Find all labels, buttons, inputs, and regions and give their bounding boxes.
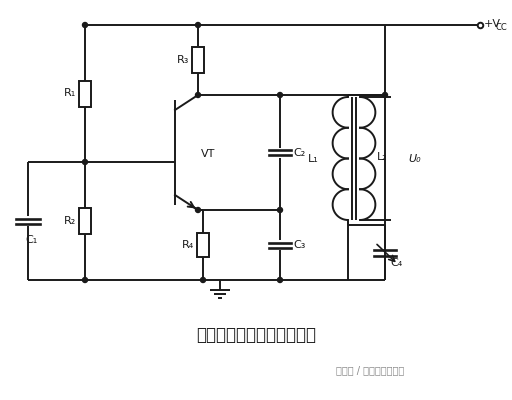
Circle shape bbox=[201, 278, 205, 282]
Text: 头条号 / 老马叫途单片机: 头条号 / 老马叫途单片机 bbox=[336, 365, 404, 375]
Bar bbox=[197, 233, 209, 257]
Circle shape bbox=[82, 160, 88, 164]
Circle shape bbox=[278, 208, 283, 212]
Text: 改进型电容三点式振荡电路: 改进型电容三点式振荡电路 bbox=[196, 326, 316, 344]
Circle shape bbox=[278, 92, 283, 98]
Text: C₂: C₂ bbox=[293, 148, 305, 158]
Text: R₄: R₄ bbox=[182, 240, 194, 250]
Circle shape bbox=[82, 278, 88, 282]
Text: R₂: R₂ bbox=[64, 216, 76, 226]
Text: +V: +V bbox=[484, 19, 501, 29]
Text: L₁: L₁ bbox=[308, 154, 318, 164]
Text: VT: VT bbox=[201, 149, 216, 159]
Bar bbox=[79, 80, 91, 106]
Circle shape bbox=[196, 92, 201, 98]
Text: C₄: C₄ bbox=[390, 258, 402, 268]
Circle shape bbox=[278, 278, 283, 282]
Text: C₃: C₃ bbox=[293, 240, 305, 250]
Text: CC: CC bbox=[496, 24, 508, 32]
Text: R₁: R₁ bbox=[64, 88, 76, 98]
Text: R₃: R₃ bbox=[177, 55, 189, 65]
Text: C₁: C₁ bbox=[25, 235, 37, 245]
Text: L₂: L₂ bbox=[377, 152, 388, 162]
Bar bbox=[192, 47, 204, 73]
Circle shape bbox=[196, 22, 201, 28]
Circle shape bbox=[196, 208, 201, 212]
Circle shape bbox=[382, 92, 388, 98]
Text: U₀: U₀ bbox=[409, 154, 421, 164]
Circle shape bbox=[82, 22, 88, 28]
Bar bbox=[79, 208, 91, 234]
